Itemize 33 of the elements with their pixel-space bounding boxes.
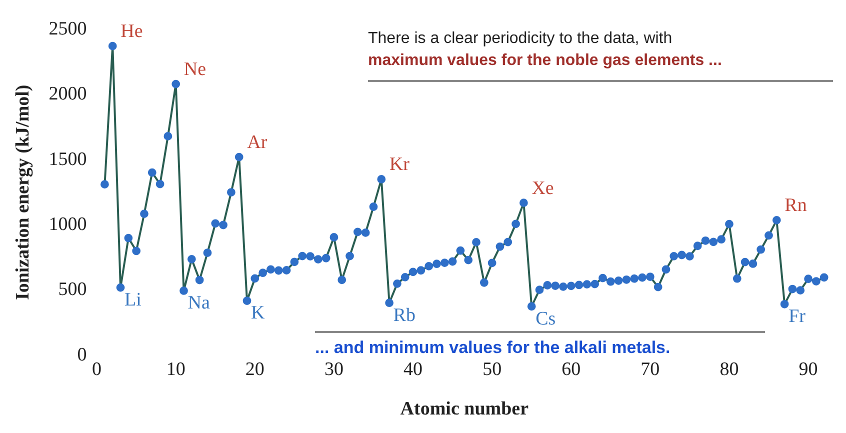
x-tick-label: 20: [245, 358, 264, 380]
annotation: ... and minimum values for the alkali metals.: [315, 338, 670, 358]
x-tick-label: 60: [562, 358, 581, 380]
x-tick-label: 10: [166, 358, 186, 380]
annotation: Li: [124, 290, 142, 311]
annotation: He: [120, 21, 143, 42]
x-tick-label: 70: [640, 358, 660, 380]
y-axis-title: Ionization energy (kJ/mol): [12, 84, 34, 300]
x-tick-label: 0: [92, 358, 102, 380]
annotation: Kr: [389, 154, 410, 176]
annotation: Cs: [536, 308, 556, 330]
annotation: There is a clear periodicity to the data, with: [368, 29, 674, 49]
y-tick-label: 2000: [48, 84, 87, 105]
x-tick-label: 90: [798, 358, 818, 380]
annotation: K: [251, 302, 265, 324]
x-tick-label: 40: [404, 358, 423, 380]
x-axis-title: Atomic number: [400, 398, 530, 420]
x-tick-label: 80: [720, 358, 739, 380]
annotation: maximum values for the noble gas elements ...: [368, 51, 722, 71]
y-tick-label: 1500: [48, 148, 87, 170]
y-tick-label: 0: [77, 344, 87, 366]
annotation: Ar: [247, 132, 268, 154]
x-tick-label: 30: [324, 358, 344, 380]
y-tick-label: 500: [58, 279, 87, 300]
annotation: Ne: [184, 59, 206, 80]
annotation: Rb: [393, 304, 416, 326]
annotation: Na: [188, 292, 210, 314]
y-tick-label: 1000: [48, 214, 87, 235]
annotation: Rn: [784, 195, 808, 216]
annotation: Fr: [788, 306, 806, 328]
y-tick-label: 2500: [48, 18, 87, 40]
annotation: Xe: [532, 178, 554, 199]
x-tick-label: 50: [482, 358, 502, 380]
